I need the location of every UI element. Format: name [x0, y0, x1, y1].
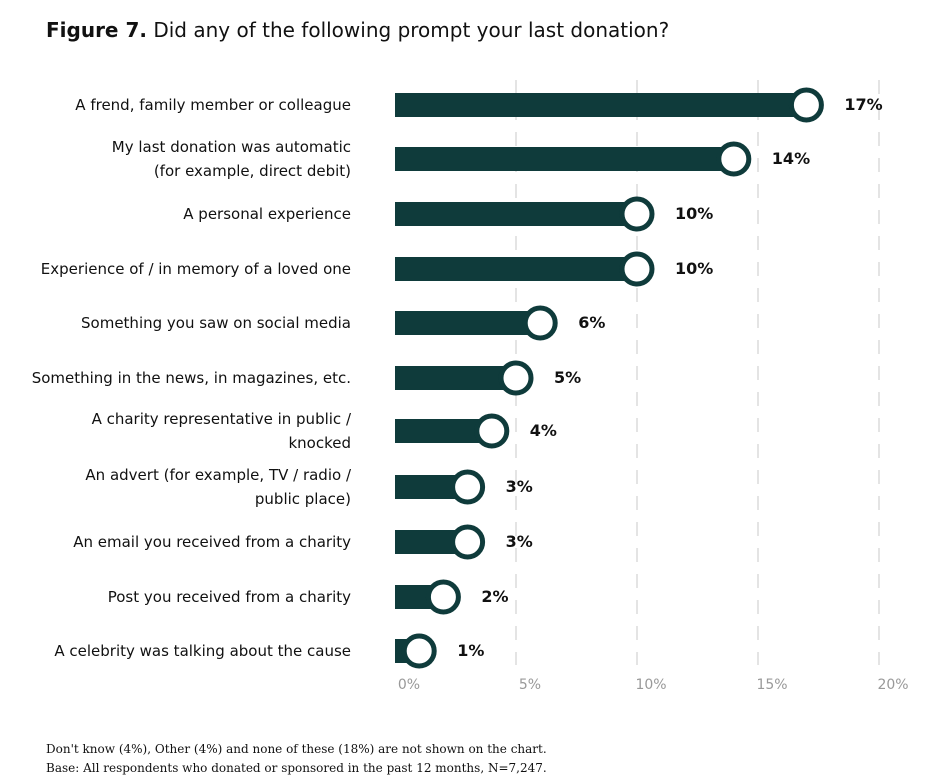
value-label: 17%	[844, 95, 883, 114]
bar-end-marker	[619, 196, 655, 232]
title-text: Did any of the following prompt your las…	[153, 18, 670, 42]
category-label-line: Something in the news, in magazines, etc…	[31, 369, 351, 387]
value-label: 14%	[771, 149, 811, 168]
category-label: A frend, family member or colleague	[75, 93, 351, 117]
bar-end-marker	[788, 87, 824, 123]
chart-title: Figure 7. Did any of the following promp…	[46, 18, 669, 42]
category-label: A charity representative in public / knoc…	[92, 407, 351, 455]
category-label: An advert (for example, TV / radio / publ…	[85, 463, 351, 511]
x-tick-label: 0%	[397, 677, 421, 693]
category-label-line: A frend, family member or colleague	[75, 96, 351, 114]
bars	[395, 87, 824, 669]
category-label: Post you received from a charity	[108, 585, 351, 609]
figure-number: Figure 7.	[46, 18, 147, 42]
x-tick-label: 5%	[518, 677, 542, 693]
value-label: 6%	[578, 313, 606, 332]
x-tick-label: 20%	[877, 677, 909, 693]
category-label: Something you saw on social media	[81, 311, 351, 335]
category-label-line: My last donation was automatic	[111, 138, 351, 156]
category-label-line: Experience of / in memory of a loved one	[40, 260, 351, 278]
bar	[395, 147, 734, 171]
category-label: An email you received from a charity	[73, 530, 351, 554]
value-label: 3%	[505, 477, 533, 496]
value-label: 3%	[505, 532, 533, 551]
category-label-line: A personal experience	[183, 205, 351, 223]
bar	[395, 311, 541, 335]
footnotes: Don't know (4%), Other (4%) and none of …	[46, 740, 547, 778]
value-label: 10%	[675, 204, 714, 223]
category-label: A celebrity was talking about the cause	[54, 639, 351, 663]
bar-end-marker	[716, 141, 752, 177]
bar-end-marker	[498, 360, 534, 396]
bar	[395, 257, 637, 281]
footnote-excluded: Don't know (4%), Other (4%) and none of …	[46, 742, 547, 756]
bar	[395, 93, 807, 117]
bar-end-marker	[474, 413, 510, 449]
category-label-line: knocked	[288, 434, 351, 452]
category-label-line: (for example, direct debit)	[153, 162, 351, 180]
category-label: My last donation was automatic (for examp…	[112, 135, 351, 183]
bar-end-marker	[619, 251, 655, 287]
bar-end-marker	[425, 579, 461, 615]
value-label: 1%	[457, 641, 485, 660]
value-label: 4%	[529, 421, 557, 440]
bar	[395, 366, 516, 390]
category-label-line: Something you saw on social media	[81, 314, 351, 332]
category-label-line: Post you received from a charity	[107, 588, 351, 606]
bar-end-marker	[522, 305, 558, 341]
bar	[395, 202, 637, 226]
bar-end-marker	[401, 633, 437, 669]
category-label-line: A celebrity was talking about the cause	[54, 642, 351, 660]
category-label-line: An advert (for example, TV / radio /	[85, 466, 351, 484]
value-label: 10%	[675, 259, 714, 278]
value-label: 5%	[554, 368, 582, 387]
value-label: 2%	[481, 587, 509, 606]
category-label: A personal experience	[183, 202, 351, 226]
category-label-line: public place)	[254, 490, 351, 508]
category-label: Experience of / in memory of a loved one	[41, 257, 351, 281]
x-tick-label: 15%	[756, 677, 788, 693]
category-label: Something in the news, in magazines, etc…	[32, 366, 351, 390]
bar-end-marker	[450, 469, 486, 505]
category-label-line: A charity representative in public /	[91, 410, 351, 428]
footnote-base: Base: All respondents who donated or spo…	[46, 761, 547, 775]
category-label-line: An email you received from a charity	[73, 533, 351, 551]
bar-end-marker	[450, 524, 486, 560]
x-tick-label: 10%	[635, 677, 667, 693]
